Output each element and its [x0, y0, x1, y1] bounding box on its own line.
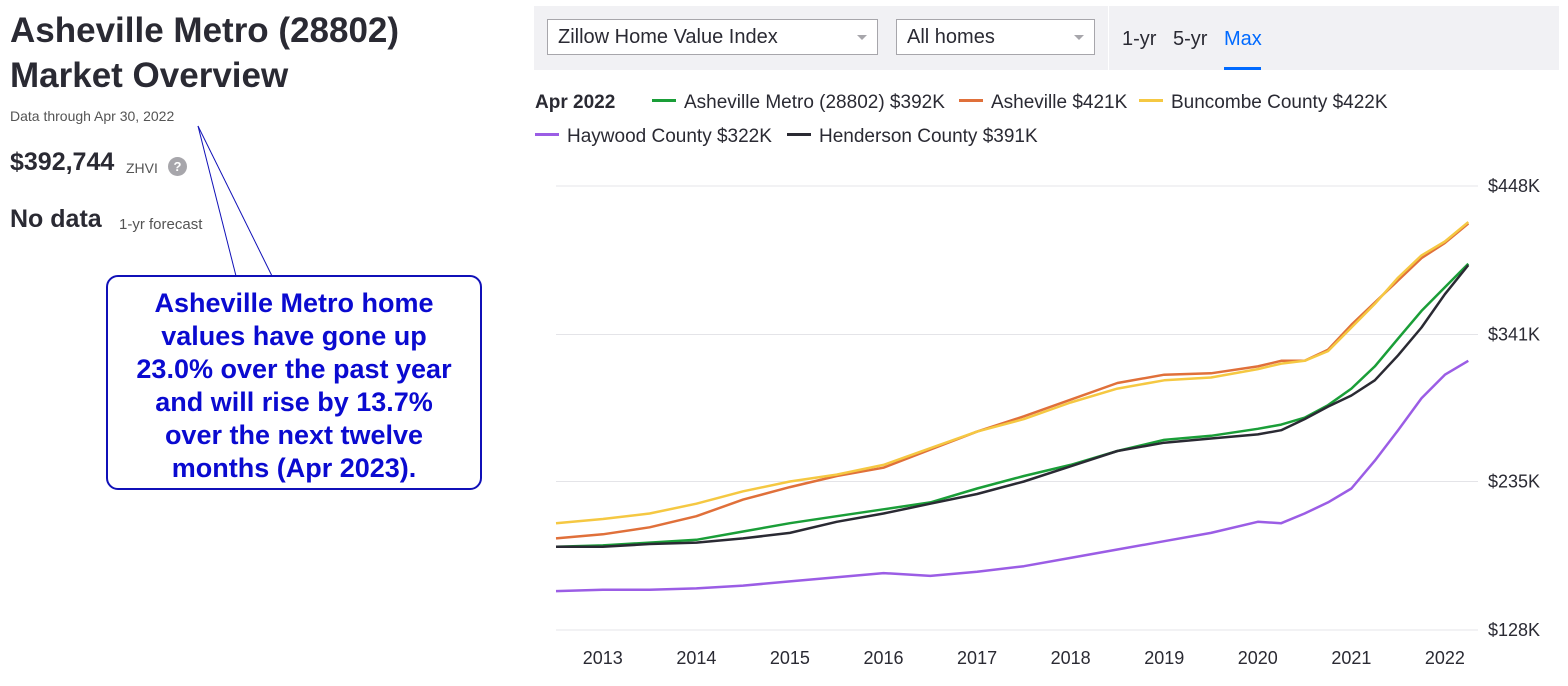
- legend-item[interactable]: Henderson County $391K: [787, 126, 1038, 148]
- legend-label: Asheville Metro (28802) $392K: [684, 92, 945, 113]
- series-line: [555, 359, 1469, 593]
- x-tick-label: 2015: [770, 648, 810, 668]
- y-tick-label: $341K: [1488, 324, 1540, 344]
- chevron-down-icon: [857, 35, 867, 40]
- x-tick-label: 2021: [1331, 648, 1371, 668]
- metric-select[interactable]: Zillow Home Value Index: [547, 19, 878, 55]
- legend-item[interactable]: Asheville $421K: [959, 92, 1127, 114]
- forecast-value: No data: [10, 205, 102, 233]
- annotation-callout: Asheville Metro home values have gone up…: [106, 275, 482, 490]
- y-tick-label: $235K: [1488, 472, 1540, 492]
- legend-label: Buncombe County $422K: [1171, 92, 1388, 113]
- legend-swatch: [787, 133, 811, 137]
- callout-line: 23.0% over the past year: [136, 354, 452, 384]
- legend-swatch: [959, 99, 983, 103]
- active-range-indicator: [1224, 67, 1261, 70]
- callout-line: and will rise by 13.7%: [155, 387, 433, 417]
- legend-swatch: [652, 99, 676, 103]
- page-title-line1: Asheville Metro (28802): [10, 11, 400, 50]
- legend-date: Apr 2022: [535, 92, 616, 113]
- zhvi-unit-label: ZHVI: [126, 160, 158, 176]
- legend-item[interactable]: Haywood County $322K: [535, 126, 772, 148]
- x-tick-label: 2013: [583, 648, 623, 668]
- callout-line: Asheville Metro home: [154, 288, 434, 318]
- legend-item[interactable]: Asheville Metro (28802) $392K: [652, 92, 945, 114]
- range-max-button[interactable]: Max: [1224, 28, 1262, 50]
- home-type-select[interactable]: All homes: [896, 19, 1095, 55]
- page-title: Asheville Metro (28802) Market Overview: [10, 8, 399, 98]
- range-5yr-button[interactable]: 5-yr: [1173, 28, 1208, 50]
- callout-line: values have gone up: [161, 321, 427, 351]
- callout-line: months (Apr 2023).: [171, 453, 417, 483]
- home-type-select-value: All homes: [907, 26, 995, 48]
- callout-pointer-line-right: [197, 125, 273, 277]
- x-tick-label: 2016: [863, 648, 903, 668]
- series-line: [556, 264, 1470, 549]
- x-tick-label: 2018: [1051, 648, 1091, 668]
- legend-item[interactable]: Buncombe County $422K: [1139, 92, 1388, 114]
- x-tick-label: 2019: [1144, 648, 1184, 668]
- legend-label: Henderson County $391K: [819, 126, 1038, 147]
- zhvi-value: $392,744: [10, 148, 115, 176]
- legend-swatch: [1139, 99, 1163, 103]
- metric-select-value: Zillow Home Value Index: [558, 26, 778, 48]
- chevron-down-icon: [1074, 35, 1084, 40]
- y-tick-label: $448K: [1488, 176, 1540, 196]
- series-line: [555, 221, 1470, 525]
- legend-label: Asheville $421K: [991, 92, 1128, 113]
- help-icon[interactable]: ?: [168, 157, 187, 176]
- forecast-label: 1-yr forecast: [119, 216, 203, 233]
- range-selector: [1108, 6, 1559, 70]
- legend-swatch: [535, 133, 559, 137]
- data-through-label: Data through Apr 30, 2022: [10, 108, 175, 124]
- series-line: [555, 222, 1470, 540]
- range-1yr-button[interactable]: 1-yr: [1122, 28, 1157, 50]
- x-tick-label: 2017: [957, 648, 997, 668]
- callout-pointer: [197, 125, 273, 277]
- chart-toolbar: Zillow Home Value Index All homes 1-yr 5…: [534, 6, 1559, 70]
- x-tick-label: 2022: [1425, 648, 1465, 668]
- callout-line: over the next twelve: [164, 420, 424, 450]
- x-tick-label: 2020: [1238, 648, 1278, 668]
- x-tick-label: 2014: [676, 648, 716, 668]
- legend-label: Haywood County $322K: [567, 126, 772, 147]
- y-tick-label: $128K: [1488, 620, 1540, 640]
- page-title-line2: Market Overview: [10, 56, 289, 95]
- callout-pointer-line-left: [197, 125, 237, 277]
